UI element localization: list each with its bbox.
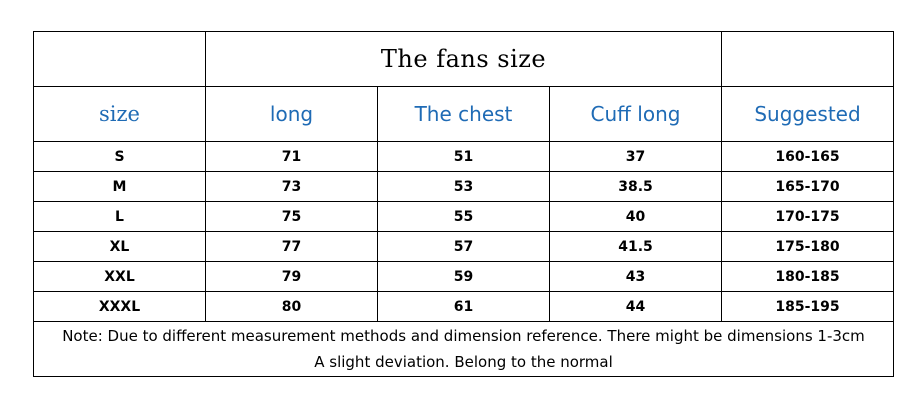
note-line-1: Note: Due to different measurement metho…: [62, 327, 865, 345]
cell-long: 75: [205, 201, 378, 232]
cell-suggested: 185-195: [721, 291, 895, 322]
cell-cuff-long: 43: [548, 261, 723, 292]
cell-cuff-long: 41.5: [548, 231, 723, 262]
header-row: size long The chest Cuff long Suggested: [33, 86, 895, 142]
cell-suggested: 175-180: [721, 231, 895, 262]
table-row: L 75 55 40 170-175: [33, 201, 895, 232]
size-chart-table: The fans size size long The chest Cuff l…: [32, 31, 895, 377]
title-blank-cell: [33, 31, 206, 87]
cell-suggested: 160-165: [721, 141, 895, 172]
cell-long: 73: [205, 171, 378, 202]
cell-long: 71: [205, 141, 378, 172]
cell-cuff-long: 37: [548, 141, 723, 172]
header-long: long: [205, 86, 378, 142]
cell-long: 77: [205, 231, 378, 262]
cell-size: XXL: [33, 261, 206, 292]
header-size: size: [33, 86, 206, 142]
cell-cuff-long: 44: [548, 291, 723, 322]
cell-size: L: [33, 201, 206, 232]
cell-chest: 51: [377, 141, 550, 172]
cell-long: 79: [205, 261, 378, 292]
cell-suggested: 180-185: [721, 261, 895, 292]
title-row: The fans size: [33, 31, 895, 87]
note-cell: Note: Due to different measurement metho…: [32, 321, 895, 377]
cell-chest: 61: [377, 291, 550, 322]
cell-chest: 59: [377, 261, 550, 292]
header-chest: The chest: [377, 86, 550, 142]
table-row: M 73 53 38.5 165-170: [33, 171, 895, 202]
note-line-2: A slight deviation. Belong to the normal: [314, 353, 613, 371]
cell-chest: 55: [377, 201, 550, 232]
title-blank-cell: [721, 31, 895, 87]
cell-chest: 57: [377, 231, 550, 262]
cell-size: XL: [33, 231, 206, 262]
cell-long: 80: [205, 291, 378, 322]
cell-cuff-long: 40: [548, 201, 723, 232]
cell-cuff-long: 38.5: [548, 171, 723, 202]
cell-suggested: 165-170: [721, 171, 895, 202]
note-row: Note: Due to different measurement metho…: [32, 321, 895, 377]
cell-size: S: [33, 141, 206, 172]
table-row: XXXL 80 61 44 185-195: [33, 291, 895, 322]
cell-size: XXXL: [33, 291, 206, 322]
table-row: XL 77 57 41.5 175-180: [33, 231, 895, 262]
cell-suggested: 170-175: [721, 201, 895, 232]
header-suggested: Suggested: [721, 86, 895, 142]
header-cuff-long: Cuff long: [548, 86, 723, 142]
cell-chest: 53: [377, 171, 550, 202]
table-row: XXL 79 59 43 180-185: [33, 261, 895, 292]
table-title: The fans size: [204, 31, 723, 87]
cell-size: M: [33, 171, 206, 202]
table-row: S 71 51 37 160-165: [33, 141, 895, 172]
